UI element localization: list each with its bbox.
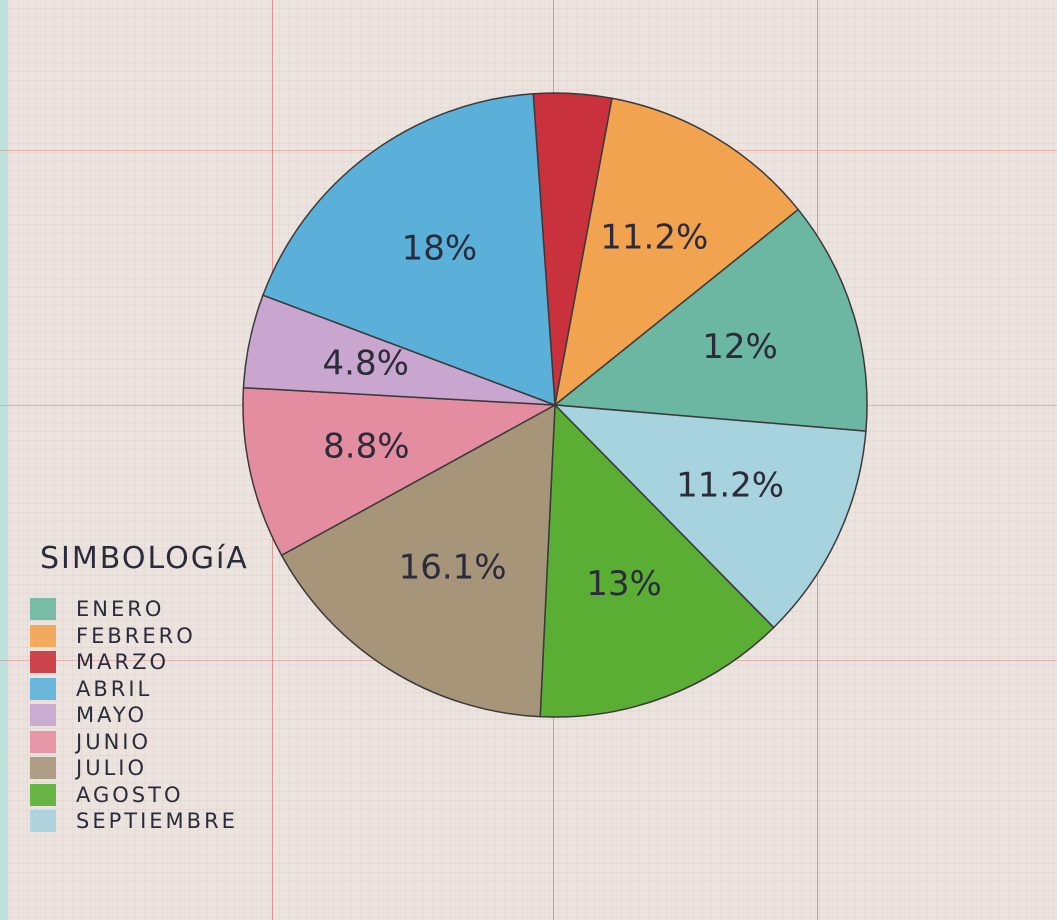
legend-item: FEBRERO — [30, 623, 238, 650]
legend-item: ABRIL — [30, 676, 238, 703]
legend-title: SIMBOLOGíA — [40, 541, 249, 576]
legend-swatch — [30, 651, 56, 674]
legend-label: ABRIL — [76, 676, 153, 701]
pie-slice-junio — [242, 386, 558, 557]
pie-slice-agosto — [539, 403, 775, 718]
legend: ENERO FEBRERO MARZO ABRIL MAYO JUNIO JULIO AGOS… — [30, 596, 238, 835]
pie-slice-abril — [262, 92, 556, 407]
legend-label: AGOSTO — [76, 782, 184, 807]
legend-label: JUNIO — [76, 729, 151, 754]
pie-slice-label: 13% — [586, 564, 662, 604]
pie-slice-label: 8.8% — [323, 426, 409, 466]
legend-label: MAYO — [76, 703, 148, 728]
legend-label: ENERO — [76, 597, 165, 622]
pie-slice-label: 4.8% — [323, 344, 409, 384]
pie-slice-label: 11.2% — [600, 217, 708, 257]
pie-slice-julio — [280, 403, 556, 718]
legend-label: JULIO — [76, 756, 147, 781]
legend-label: MARZO — [76, 650, 169, 675]
legend-swatch — [30, 624, 56, 647]
legend-label: SEPTIEMBRE — [76, 809, 238, 834]
legend-swatch — [30, 757, 56, 780]
pie-slice-label: 11.2% — [676, 466, 784, 506]
pie-slice-label: 18% — [402, 228, 478, 268]
legend-swatch — [30, 677, 56, 700]
legend-item: SEPTIEMBRE — [30, 808, 238, 835]
legend-swatch — [30, 730, 56, 753]
pie-slice-febrero — [553, 97, 800, 407]
page-edge-strip — [0, 0, 8, 920]
pie-slice-enero — [553, 208, 868, 432]
legend-label: FEBRERO — [76, 623, 196, 648]
legend-swatch — [30, 810, 56, 833]
pie-slice-label: 12% — [702, 327, 778, 367]
legend-item: MAYO — [30, 702, 238, 729]
pie-slice-label: 16.1% — [399, 548, 507, 588]
pie-slice-septiembre — [553, 404, 867, 629]
legend-item: AGOSTO — [30, 782, 238, 809]
legend-swatch — [30, 704, 56, 727]
legend-item: JULIO — [30, 755, 238, 782]
legend-swatch — [30, 598, 56, 621]
legend-item: MARZO — [30, 649, 238, 676]
legend-item: JUNIO — [30, 729, 238, 756]
legend-swatch — [30, 783, 56, 806]
legend-item: ENERO — [30, 596, 238, 623]
